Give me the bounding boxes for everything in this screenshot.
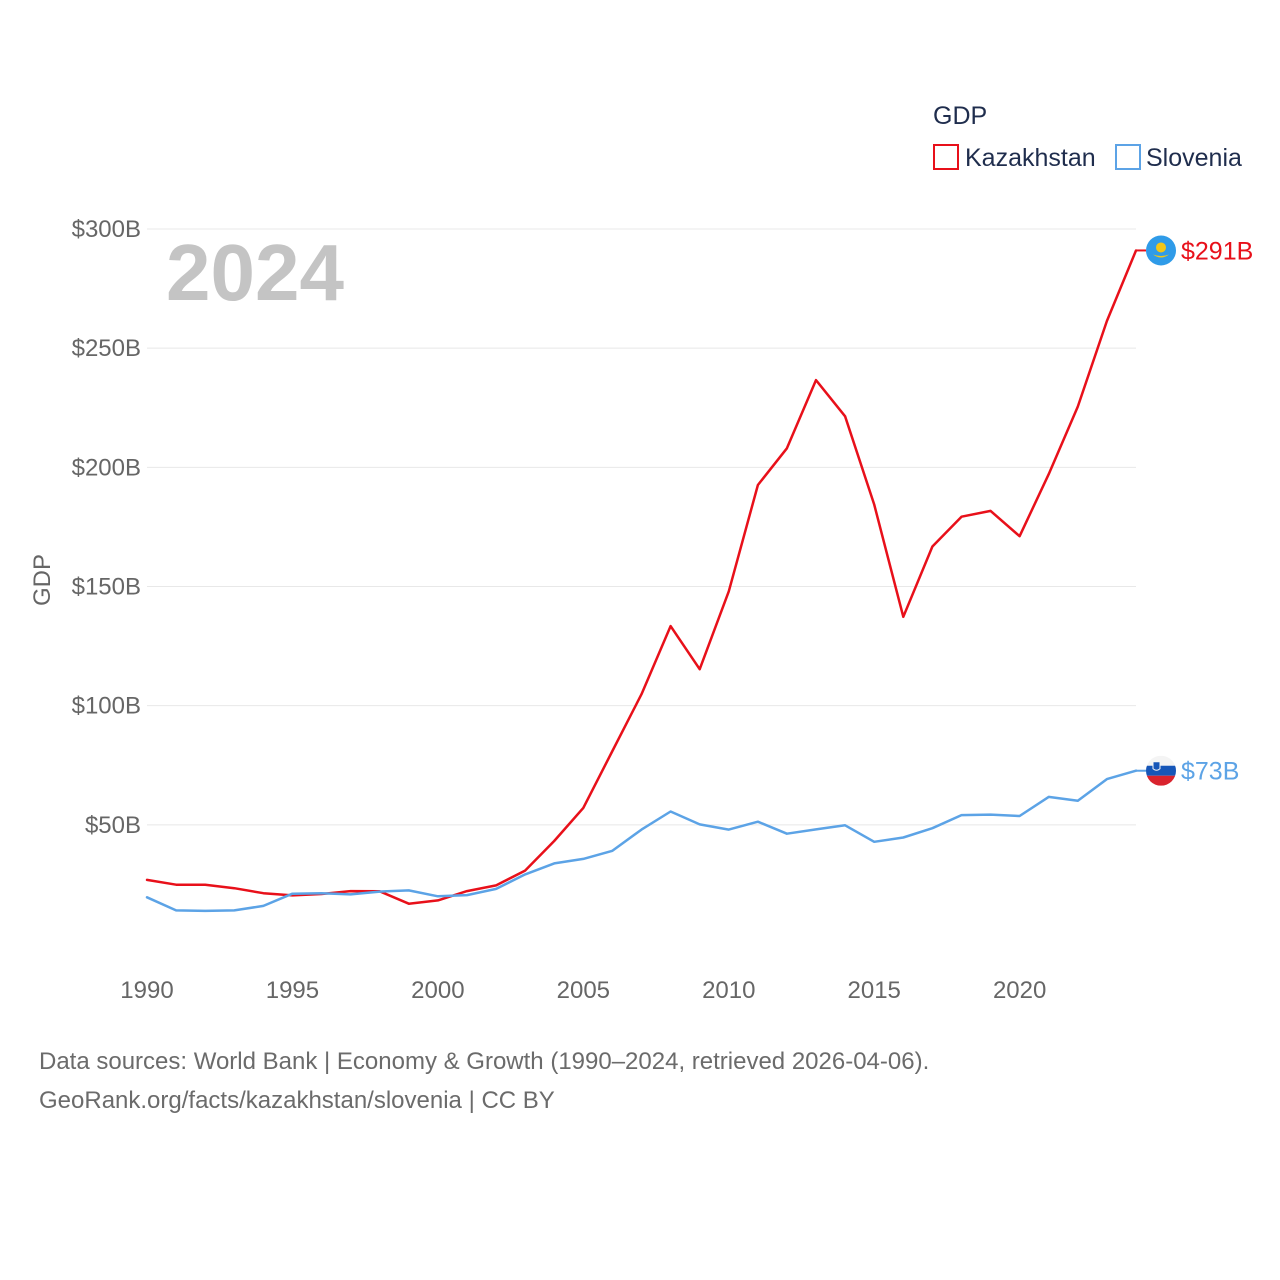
y-axis-ticks: $50B $100B $150B $200B $250B $300B xyxy=(72,216,141,839)
legend-label-slovenia: Slovenia xyxy=(1146,144,1242,172)
x-tick-label: 1995 xyxy=(266,977,319,1004)
y-tick-label: $150B xyxy=(72,574,141,601)
slovenia-flag-white xyxy=(1146,755,1176,766)
legend-swatch-slovenia xyxy=(1115,144,1141,170)
kazakhstan-flag-icon xyxy=(1146,235,1176,266)
grid-layer xyxy=(147,228,1136,826)
legend: GDP Kazakhstan Slovenia xyxy=(933,102,1242,172)
slovenia-flag-red xyxy=(1146,775,1176,786)
x-tick-label: 1990 xyxy=(120,977,173,1004)
slovenia-end-value: $73B xyxy=(1181,758,1239,786)
legend-item-slovenia[interactable]: Slovenia xyxy=(1115,144,1242,172)
end-markers: $291B $73B xyxy=(1146,235,1253,786)
series-line-slovenia[interactable] xyxy=(145,769,1138,913)
year-watermark: 2024 xyxy=(166,228,344,317)
footer-attribution[interactable]: GeoRank.org/facts/kazakhstan/slovenia | … xyxy=(39,1087,555,1114)
x-tick-label: 2010 xyxy=(702,977,755,1004)
slovenia-flag-icon xyxy=(1146,755,1176,786)
series-layer xyxy=(145,249,1146,913)
slovenia-flag-blue xyxy=(1146,765,1176,776)
footer-sources: Data sources: World Bank | Economy & Gro… xyxy=(39,1048,929,1075)
legend-title: GDP xyxy=(933,102,987,130)
x-axis-ticks: 1990 1995 2000 2005 2010 2015 2020 xyxy=(120,977,1046,1004)
legend-label-kazakhstan: Kazakhstan xyxy=(965,144,1096,172)
legend-item-kazakhstan[interactable]: Kazakhstan xyxy=(933,144,1096,172)
y-tick-label: $100B xyxy=(72,693,141,720)
y-axis-title: GDP xyxy=(29,554,56,606)
x-tick-label: 2015 xyxy=(848,977,901,1004)
x-tick-label: 2000 xyxy=(411,977,464,1004)
y-tick-label: $300B xyxy=(72,216,141,243)
x-tick-label: 2020 xyxy=(993,977,1046,1004)
y-tick-label: $200B xyxy=(72,454,141,481)
y-tick-label: $50B xyxy=(85,812,141,839)
y-tick-label: $250B xyxy=(72,335,141,362)
x-tick-label: 2005 xyxy=(557,977,610,1004)
kazakhstan-flag-eagle xyxy=(1153,254,1169,258)
slovenia-flag-crest xyxy=(1152,761,1161,771)
legend-swatch-kazakhstan xyxy=(933,144,959,170)
kazakhstan-end-value: $291B xyxy=(1181,237,1253,265)
kazakhstan-flag-sun xyxy=(1156,242,1166,253)
